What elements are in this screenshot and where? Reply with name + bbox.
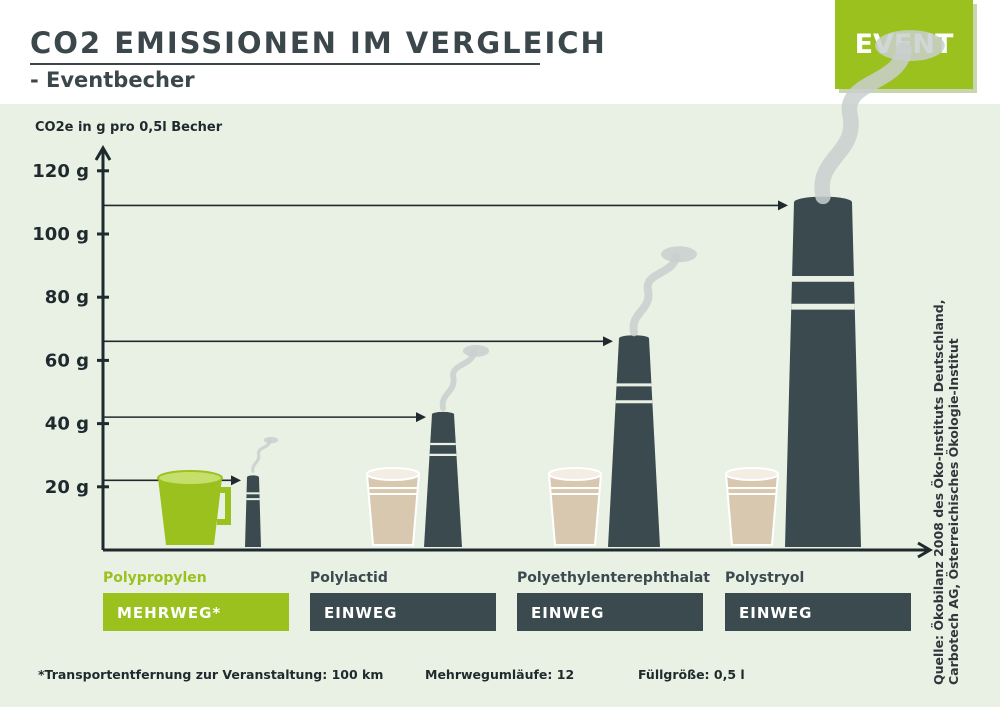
type-tag-label: EINWEG	[324, 604, 398, 622]
y-tick-label: 120 g	[32, 161, 89, 182]
category-label: Polystryol	[725, 570, 804, 586]
type-tag-label: EINWEG	[531, 604, 605, 622]
y-axis-arrow	[94, 145, 112, 161]
smoke-icon	[439, 345, 490, 412]
type-tag	[310, 593, 496, 631]
category-group: Polyethylenterephthalat EINWEG	[103, 246, 710, 631]
category-group: Polystryol EINWEG	[103, 30, 945, 631]
smoke-icon	[814, 30, 945, 205]
category-group: Polypropylen MEHRWEG*	[103, 436, 289, 631]
type-tag	[725, 593, 911, 631]
footnote-transport: *Transportentfernung zur Veranstaltung: …	[38, 667, 384, 682]
type-tag-label: MEHRWEG*	[117, 604, 221, 622]
reusable-green-cup-icon	[157, 470, 231, 545]
y-tick-label: 80 g	[45, 287, 89, 308]
smoke-icon	[629, 246, 697, 337]
y-tick-label: 40 g	[45, 414, 89, 435]
title-underline	[30, 63, 540, 65]
category-group: Polylactid EINWEG	[103, 345, 496, 631]
footnote-fill-size: Füllgröße: 0,5 l	[638, 667, 745, 682]
disposable-cup-icon	[724, 467, 780, 546]
footnote-cycles: Mehrwegumläufe: 12	[425, 667, 575, 682]
type-tag	[517, 593, 703, 631]
smokestack-bar	[608, 335, 660, 547]
disposable-cup-icon	[365, 467, 421, 546]
x-axis-arrow	[917, 541, 933, 559]
disposable-cup-icon	[547, 467, 603, 546]
y-tick-label: 20 g	[45, 477, 89, 498]
category-label: Polypropylen	[103, 570, 207, 586]
smokestack-bar	[785, 196, 861, 547]
smokestack-bar	[245, 475, 261, 547]
category-label: Polyethylenterephthalat	[517, 570, 710, 586]
y-tick-label: 100 g	[32, 224, 89, 245]
page-subtitle: - Eventbecher	[30, 68, 195, 92]
source-line: Carbotech AG, Österreichisches Ökologie-…	[946, 338, 961, 685]
page-title: CO2 EMISSIONEN IM VERGLEICH	[30, 26, 607, 60]
y-axis-label: CO2e in g pro 0,5l Becher	[35, 120, 223, 135]
y-tick-label: 60 g	[45, 350, 89, 371]
category-label: Polylactid	[310, 570, 388, 586]
smoke-icon	[251, 436, 279, 473]
type-tag	[103, 593, 289, 631]
smokestack-bar	[424, 411, 462, 547]
source-note: Quelle: Ökobilanz 2008 des Öko-Instituts…	[931, 300, 961, 686]
type-tag-label: EINWEG	[739, 604, 813, 622]
source-line: Quelle: Ökobilanz 2008 des Öko-Instituts…	[931, 299, 946, 686]
